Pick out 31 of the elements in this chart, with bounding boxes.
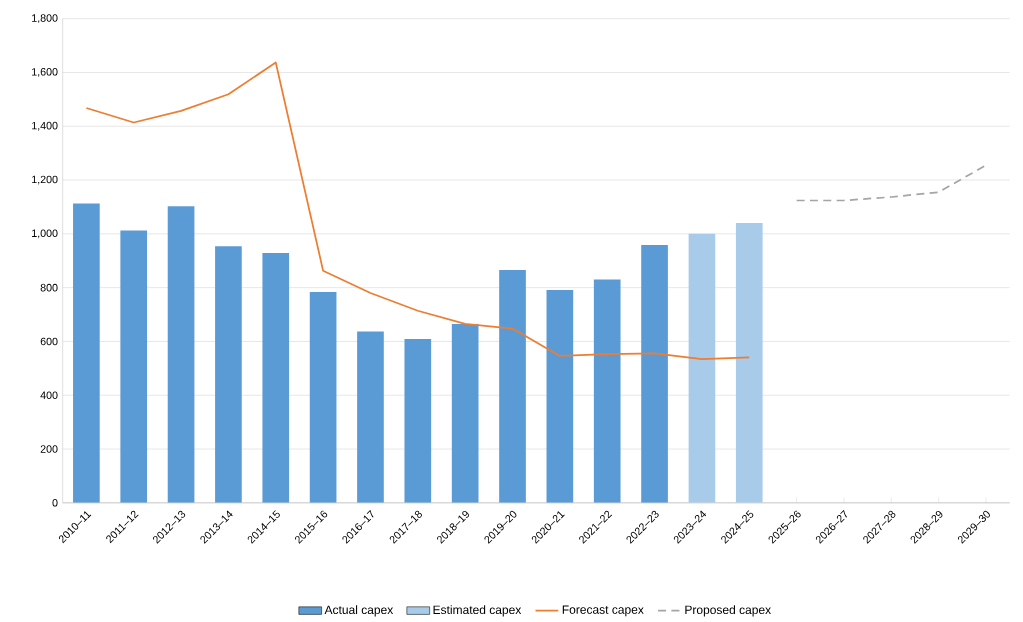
- bar: [309, 292, 337, 504]
- y-tick-label: 1,400: [32, 122, 58, 131]
- bar: [546, 290, 574, 504]
- bar: [120, 230, 148, 504]
- line-series: [795, 164, 987, 202]
- bar: [451, 324, 479, 504]
- bar: [499, 270, 526, 504]
- bar: [73, 203, 100, 504]
- y-tick-label: 0: [52, 499, 58, 507]
- y-tick-label: 400: [40, 391, 58, 400]
- y-tick-label: 1,800: [32, 14, 58, 24]
- bar: [641, 245, 668, 504]
- y-tick-label: 600: [40, 337, 58, 346]
- bar: [688, 234, 716, 504]
- legend-label: Forecast capex: [562, 605, 644, 617]
- y-tick-label: 800: [40, 284, 58, 292]
- bar: [404, 339, 432, 504]
- bar: [215, 246, 242, 504]
- y-tick-label: 1,000: [32, 229, 58, 239]
- bar: [262, 253, 290, 504]
- legend-label: Actual capex: [324, 605, 394, 617]
- bar: [357, 331, 384, 504]
- bar: [167, 206, 195, 504]
- legend-label: Proposed capex: [685, 605, 771, 617]
- y-tick-label: 1,200: [32, 175, 58, 185]
- y-tick-label: 200: [40, 445, 58, 454]
- legend-label: Estimated capex: [433, 605, 522, 617]
- bar: [593, 279, 621, 504]
- bar: [735, 223, 763, 504]
- y-tick-label: 1,600: [32, 68, 58, 78]
- line-series: [85, 61, 751, 361]
